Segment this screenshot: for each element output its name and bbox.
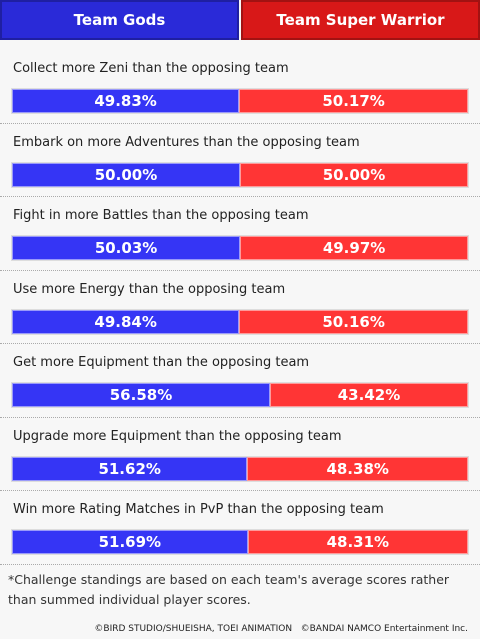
bar-segment: 50.00% xyxy=(240,162,468,187)
split-bar: 51.69% 48.31% xyxy=(12,530,468,554)
bar-segment: 49.97% xyxy=(240,236,468,260)
bar-segment: 48.31% xyxy=(247,530,468,554)
bar-segment: 51.69% xyxy=(12,530,248,554)
challenge-list: Collect more Zeni than the opposing team… xyxy=(0,50,480,565)
challenge: Upgrade more Equipment than the opposing… xyxy=(0,418,480,491)
team-name: Team Gods xyxy=(0,0,239,40)
bar-segment: 50.03% xyxy=(12,236,241,260)
footnote: *Challenge standings are based on each t… xyxy=(8,572,450,607)
challenge: Use more Energy than the opposing team 49… xyxy=(0,271,480,344)
team-name: Team Super Warrior xyxy=(241,0,480,40)
challenge: Embark on more Adventures than the oppos… xyxy=(0,124,480,197)
bar-segment: 51.62% xyxy=(12,456,248,481)
challenge-title: Embark on more Adventures than the oppos… xyxy=(13,134,360,150)
bar-segment: 56.58% xyxy=(12,383,270,407)
split-bar: 51.62% 48.38% xyxy=(12,456,468,481)
bar-segment: 43.42% xyxy=(270,383,468,407)
split-bar: 50.00% 50.00% xyxy=(12,162,468,187)
challenge-title: Use more Energy than the opposing team xyxy=(13,281,286,297)
challenge-title: Upgrade more Equipment than the opposing… xyxy=(13,428,342,444)
bar-segment: 49.84% xyxy=(12,309,240,334)
bar-segment: 49.83% xyxy=(12,89,240,113)
split-bar: 49.84% 50.16% xyxy=(12,309,468,334)
challenge-title: Get more Equipment than the opposing tea… xyxy=(13,355,310,370)
bar-segment: 50.17% xyxy=(239,89,468,113)
bar-segment: 50.00% xyxy=(12,162,240,187)
challenge: Fight in more Battles than the opposing … xyxy=(0,197,480,271)
challenge-title: Win more Rating Matches in PvP than the … xyxy=(13,502,384,517)
challenge: Collect more Zeni than the opposing team… xyxy=(0,50,480,124)
split-bar: 56.58% 43.42% xyxy=(12,383,468,407)
bar-segment: 48.38% xyxy=(247,456,468,481)
challenge-title: Collect more Zeni than the opposing team xyxy=(13,61,289,76)
team-header: Team Gods Team Super Warrior xyxy=(0,0,480,40)
challenge: Win more Rating Matches in PvP than the … xyxy=(0,491,480,565)
bar-segment: 50.16% xyxy=(239,309,468,334)
challenge: Get more Equipment than the opposing tea… xyxy=(0,344,480,418)
copyright: ©BIRD STUDIO/SHUEISHA, TOEI ANIMATION ©B… xyxy=(94,624,468,634)
split-bar: 50.03% 49.97% xyxy=(12,236,468,260)
challenge-title: Fight in more Battles than the opposing … xyxy=(13,208,309,223)
split-bar: 49.83% 50.17% xyxy=(12,89,468,113)
